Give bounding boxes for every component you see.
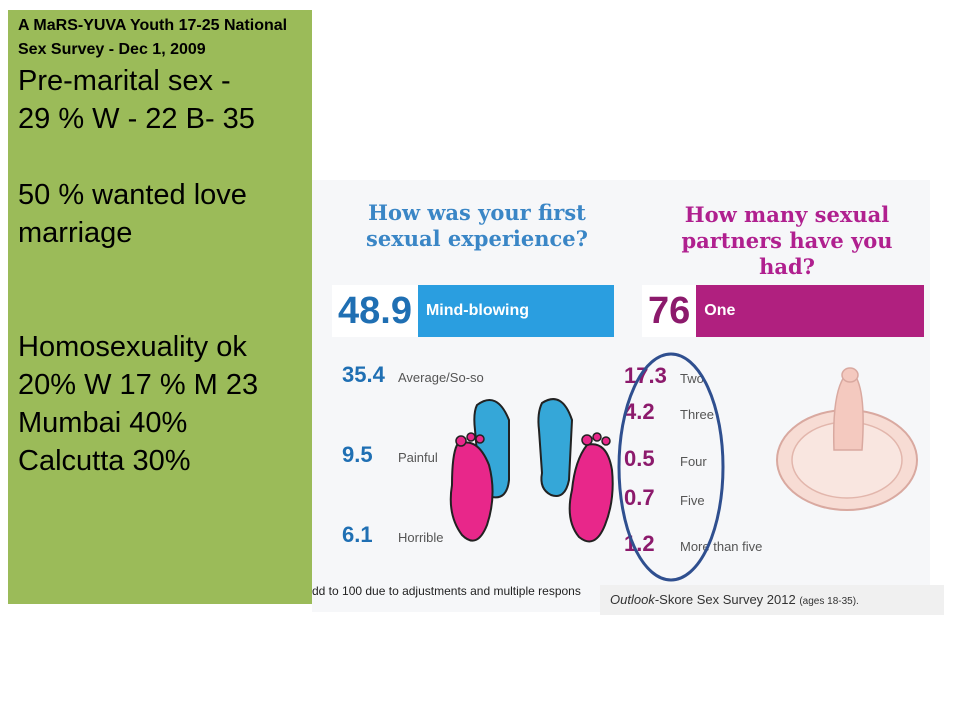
four-row: 0.5 Four <box>624 446 707 472</box>
painful-row: 9.5 Painful <box>342 442 438 468</box>
mind-blowing-value: 48.9 <box>332 285 418 337</box>
four-value: 0.5 <box>624 446 655 471</box>
love-marriage-line-2: marriage <box>18 217 133 249</box>
premarital-stats: 29 % W - 22 B- 35 <box>18 103 255 135</box>
painful-value: 9.5 <box>342 442 373 467</box>
source-ages: (ages 18-35). <box>799 596 859 607</box>
highlight-ellipse <box>617 352 725 582</box>
mumbai-stat: Mumbai 40% <box>18 407 188 439</box>
horrible-value: 6.1 <box>342 522 373 547</box>
horrible-label: Horrible <box>398 530 444 545</box>
one-partner-value: 76 <box>642 285 697 337</box>
source-rest: -Skore Sex Survey 2012 <box>654 592 796 607</box>
one-partner-bar: 76 One <box>642 285 924 337</box>
pink-foot-right <box>568 432 614 543</box>
mind-blowing-bar: 48.9 Mind-blowing <box>332 285 614 337</box>
blue-foot-right <box>537 398 574 497</box>
two-label: Two <box>680 371 704 386</box>
three-label: Three <box>680 407 714 422</box>
partners-title: How many sexual partners have you had? <box>681 202 893 279</box>
calcutta-stat: Calcutta 30% <box>18 445 191 477</box>
premarital-line: Pre-marital sex - <box>18 65 231 97</box>
source-name: Outlook <box>610 592 655 607</box>
survey-text-panel: A MaRS-YUVA Youth 17-25 National Sex Sur… <box>8 10 312 604</box>
four-label: Four <box>680 454 707 469</box>
average-value: 35.4 <box>342 362 385 387</box>
more-than-five-label: More than five <box>680 539 763 554</box>
survey-title: A MaRS-YUVA Youth 17-25 National Sex Sur… <box>18 17 288 58</box>
five-value: 0.7 <box>624 485 655 510</box>
pink-foot-left <box>449 432 494 542</box>
more-than-five-row: 1.2 More than five <box>624 531 762 557</box>
love-marriage-line: 50 % wanted love <box>18 179 247 211</box>
five-row: 0.7 Five <box>624 485 705 511</box>
condom-illustration <box>776 367 918 511</box>
homosexuality-stats: 20% W 17 % M 23 <box>18 369 259 401</box>
source-caption: Outlook-Skore Sex Survey 2012 (ages 18-3… <box>600 585 944 615</box>
footnote-text: dd to 100 due to adjustments and multipl… <box>312 584 581 598</box>
infographic-footnote: dd to 100 due to adjustments and multipl… <box>312 584 930 598</box>
horrible-row: 6.1 Horrible <box>342 522 444 548</box>
average-label: Average/So-so <box>398 370 484 385</box>
feet-illustration <box>449 398 614 543</box>
first-experience-title: How was your first sexual experience? <box>366 200 588 251</box>
homosexuality-line: Homosexuality ok <box>18 331 247 363</box>
one-partner-label: One <box>704 302 736 319</box>
average-row: 35.4 Average/So-so <box>342 362 484 388</box>
five-label: Five <box>680 493 705 508</box>
painful-label: Painful <box>398 450 438 465</box>
mind-blowing-label: Mind-blowing <box>425 302 530 319</box>
survey-infographic: How was your first sexual experience? Ho… <box>312 180 930 612</box>
